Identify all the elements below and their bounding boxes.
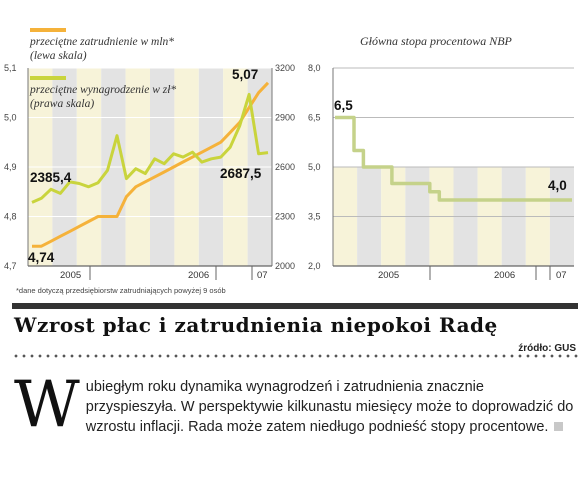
right-chart: Główna stopa procentowa NBP 2,0 3,5 5,0 6,5 8…	[308, 34, 574, 281]
right-y-tick-label: 3200	[275, 63, 295, 73]
wage-series-line	[31, 92, 269, 204]
legend-sub-employment: (lewa skala)	[30, 50, 87, 62]
legend-swatch-employment	[30, 28, 66, 32]
x-tick-label: 2005	[60, 270, 81, 281]
left-chart: 4,7 4,8 4,9 5,0 5,1 2000 2300 2600 2900 3200 2005 2…	[4, 28, 295, 281]
employment-series-line	[32, 81, 270, 248]
right-y-tick-label: 2,0	[308, 261, 321, 271]
x-tick-label: 2006	[494, 270, 515, 281]
data-label: 4,0	[548, 178, 567, 193]
right-y-tick-label: 5,0	[308, 162, 321, 172]
x-tick-label: 2005	[378, 270, 399, 281]
right-y-tick-label: 8,0	[308, 63, 321, 73]
rate-series-line	[335, 115, 572, 202]
footnote: *dane dotyczą przedsiębiorstw zatrudniaj…	[16, 286, 226, 295]
data-label: 6,5	[334, 98, 353, 113]
end-mark-icon	[554, 422, 564, 431]
x-tick-label: 07	[257, 270, 268, 281]
data-label: 5,07	[232, 67, 258, 82]
source-label: źródło: GUS	[518, 343, 576, 354]
data-label: 4,74	[28, 250, 55, 265]
right-y-tick-label: 2900	[275, 113, 295, 123]
left-y-tick-label: 4,7	[4, 261, 17, 271]
right-y-tick-label: 2300	[275, 212, 295, 222]
legend-sub-wage: (prawa skala)	[30, 98, 94, 110]
left-y-tick-label: 4,9	[4, 162, 17, 172]
right-chart-title: Główna stopa procentowa NBP	[360, 34, 513, 48]
left-y-tick-label: 5,1	[4, 63, 17, 73]
left-y-tick-label: 4,8	[4, 212, 17, 222]
data-label: 2687,5	[220, 166, 262, 181]
legend-label-wage: przeciętne wynagrodzenie w zł*	[29, 84, 176, 96]
legend-swatch-wage	[30, 76, 66, 80]
legend-label-employment: przeciętne zatrudnienie w mln*	[29, 36, 174, 48]
right-y-tick-label: 2000	[275, 261, 295, 271]
dropcap: W	[14, 368, 80, 442]
x-tick-label: 07	[556, 270, 567, 281]
header-rule	[12, 303, 578, 309]
article-body-text: ubiegłym roku dynamika wynagrodzeń i zat…	[85, 379, 574, 435]
left-y-tick-label: 5,0	[4, 113, 17, 123]
charts-figure: 4,7 4,8 4,9 5,0 5,1 2000 2300 2600 2900 3200 2005 2…	[4, 28, 578, 309]
x-tick-label: 2006	[188, 270, 209, 281]
right-y-tick-label: 6,5	[308, 113, 321, 123]
article-headline: Wzrost płac i zatrudnienia niepokoi Radę	[14, 313, 498, 337]
dotted-divider	[12, 352, 578, 360]
right-y-tick-label: 3,5	[308, 212, 321, 222]
data-label: 2385,4	[30, 170, 72, 185]
right-y-tick-label: 2600	[275, 162, 295, 172]
